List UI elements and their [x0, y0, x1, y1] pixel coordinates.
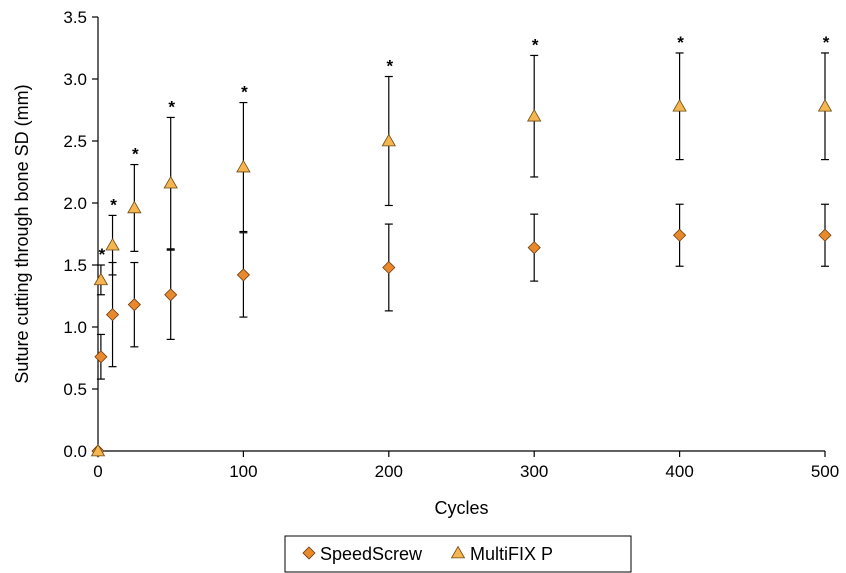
significance-asterisk: * [99, 245, 106, 264]
y-tick-label: 1.0 [63, 318, 87, 337]
data-marks: * * * * * * * * * [90, 33, 833, 458]
point-multifix-p [527, 108, 542, 122]
legend-marker-speedscrew [302, 546, 316, 560]
point-multifix-p [90, 443, 106, 457]
x-tick-label: 500 [811, 462, 839, 481]
significance-asterisk: * [132, 145, 139, 164]
legend: SpeedScrew MultiFIX P [284, 535, 632, 573]
significance-asterisk: * [168, 97, 175, 116]
point-speedscrew [164, 288, 178, 302]
point-speedscrew [236, 268, 250, 282]
significance-asterisk: * [532, 35, 539, 54]
x-axis-title: Cycles [434, 498, 488, 518]
legend-label-multifix-p: MultiFIX P [470, 544, 553, 564]
significance-asterisk: * [110, 195, 117, 214]
legend-item-speedscrew: SpeedScrew [302, 544, 423, 564]
y-tick-label: 3.5 [63, 8, 87, 27]
point-multifix-p [127, 200, 142, 214]
point-multifix-p [381, 133, 396, 147]
legend-label-speedscrew: SpeedScrew [320, 544, 423, 564]
legend-marker-multifix-p [450, 545, 466, 559]
x-tick-label: 100 [229, 462, 257, 481]
significance-asterisk: * [241, 83, 248, 102]
point-multifix-p [817, 98, 833, 112]
significance-asterisk: * [677, 33, 684, 52]
y-tick-label: 0.5 [63, 380, 87, 399]
point-multifix-p [236, 159, 251, 173]
point-speedscrew [94, 350, 108, 364]
point-speedscrew [127, 298, 141, 312]
legend-item-multifix-p: MultiFIX P [450, 544, 553, 564]
significance-asterisk: * [386, 57, 393, 76]
x-tick-label: 200 [375, 462, 403, 481]
x-tick-label: 300 [520, 462, 548, 481]
x-tick-label: 0 [93, 462, 102, 481]
point-multifix-p [672, 98, 687, 112]
point-multifix-p [163, 175, 178, 189]
axes [97, 17, 825, 452]
y-tick-label: 2.5 [63, 132, 87, 151]
x-tick-label: 400 [665, 462, 693, 481]
point-speedscrew [105, 308, 120, 322]
y-tick-label: 1.5 [63, 256, 87, 275]
point-speedscrew [818, 228, 832, 242]
y-axis-title: Suture cutting through bone SD (mm) [12, 84, 32, 383]
y-tick-label: 0.0 [63, 442, 87, 461]
point-speedscrew [527, 241, 541, 255]
point-speedscrew [382, 260, 396, 275]
point-multifix-p [105, 237, 120, 251]
y-tick-label: 3.0 [63, 70, 87, 89]
y-tick-label: 2.0 [63, 194, 87, 213]
ticks: 0.0 0.5 1.0 1.5 2.0 2.5 3.0 3.5 0 100 200 300 400 500 [63, 8, 839, 481]
point-multifix-p [93, 272, 109, 286]
significance-asterisk: * [823, 33, 830, 52]
point-speedscrew [673, 228, 687, 242]
